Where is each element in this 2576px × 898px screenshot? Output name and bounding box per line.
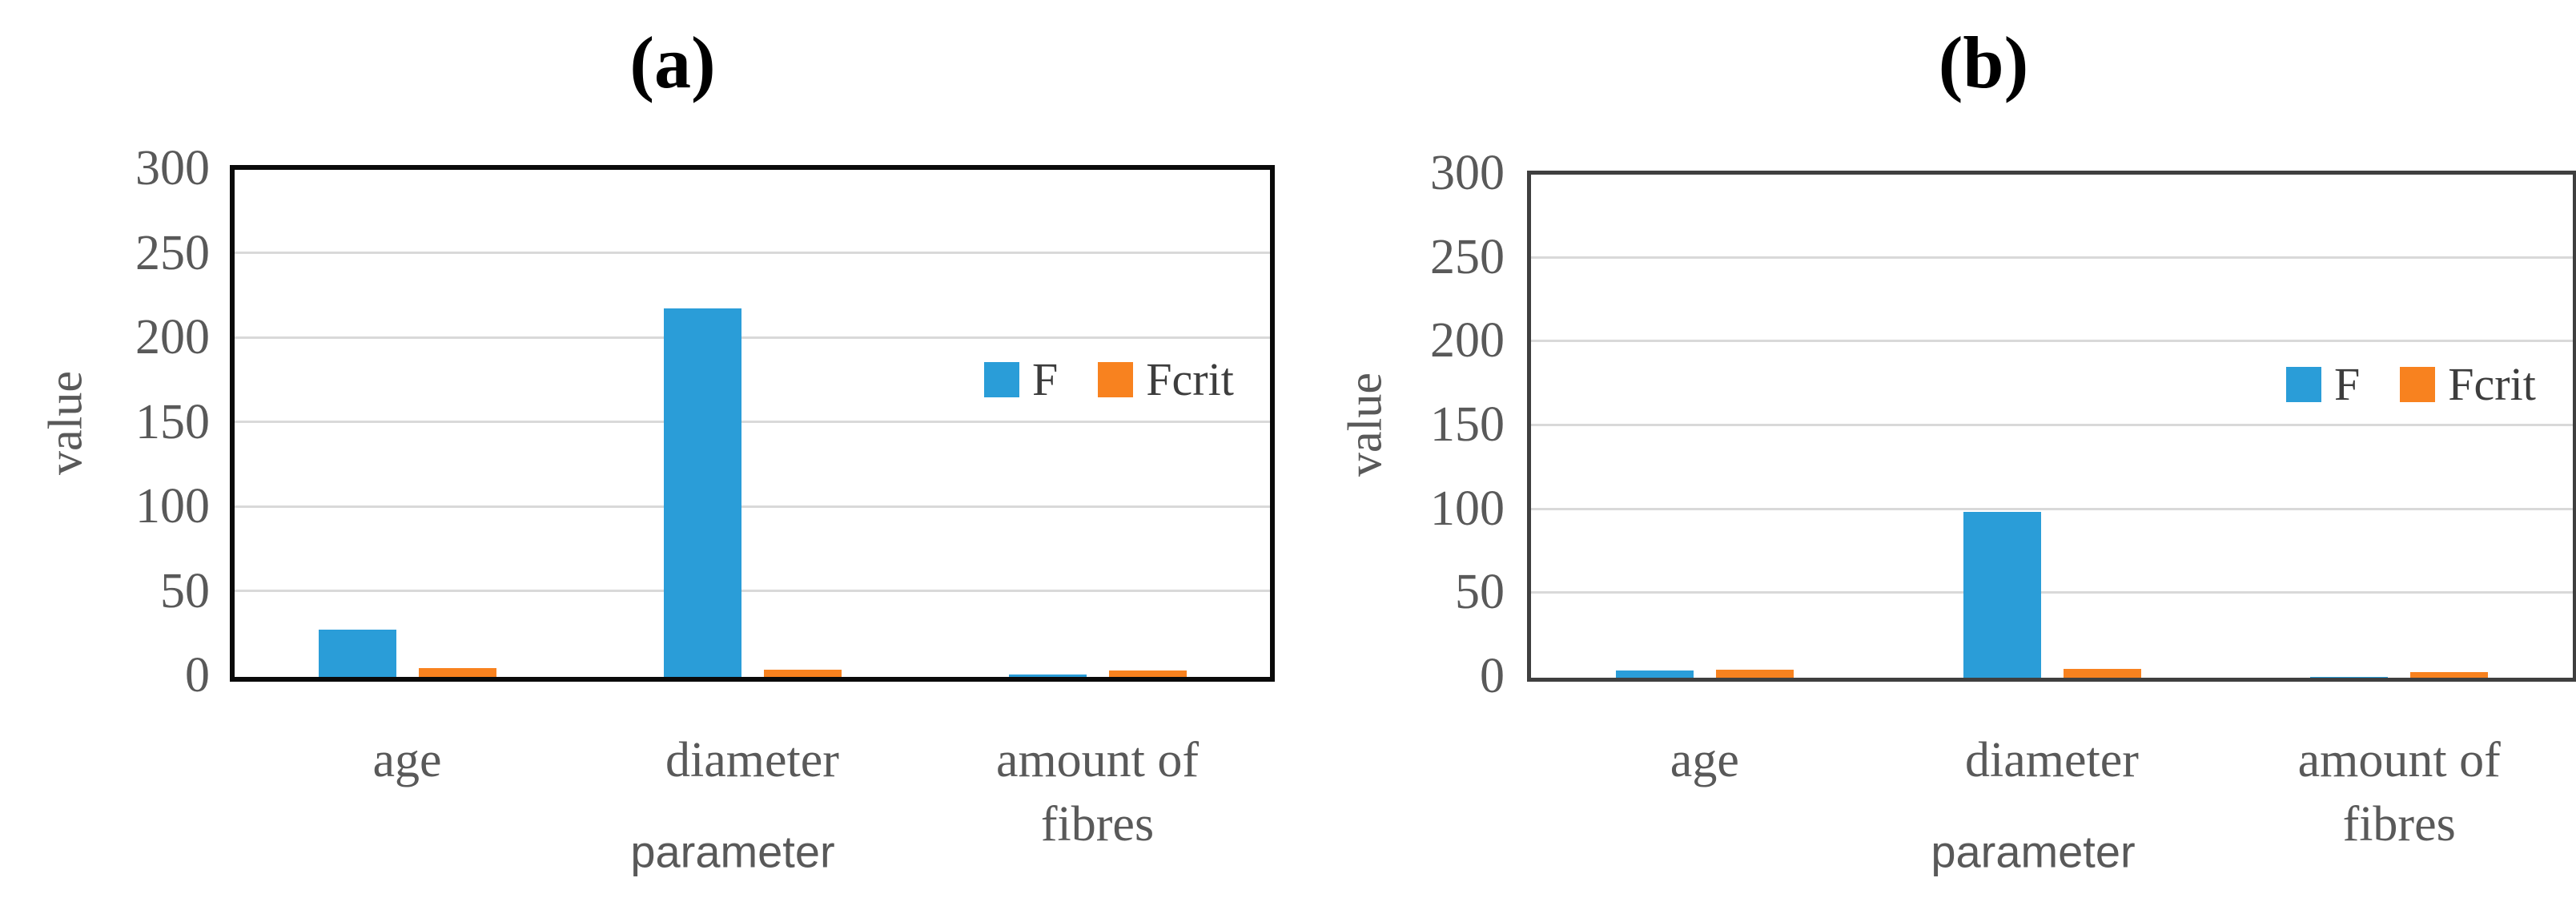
- legend-swatch-fcrit-icon: [2400, 366, 2436, 402]
- legend: F Fcrit: [984, 352, 1234, 406]
- x-category-label-age: age: [372, 733, 442, 787]
- panel-a: (a) value F Fcrit parameter 0 50 100 150 200…: [32, 13, 1320, 898]
- plot-area: F Fcrit: [1527, 171, 2576, 682]
- x-category-label-age: age: [1670, 733, 1739, 787]
- bar-f-amount-of-fibres: [2310, 677, 2388, 678]
- x-category-label-amount-of-fibres: amount of fibres: [995, 733, 1200, 852]
- bar-fcrit-diameter: [764, 670, 842, 677]
- x-category-label-diameter: diameter: [1965, 733, 2139, 787]
- y-tick-100: 100: [135, 479, 210, 534]
- gridline-150: [235, 421, 1270, 423]
- bar-f-diameter: [1963, 512, 2041, 678]
- gridline-200: [1531, 340, 2573, 342]
- x-category-label-amount-of-fibres: amount of fibres: [2297, 733, 2501, 852]
- gridline-100: [1531, 508, 2573, 510]
- y-tick-300: 300: [1430, 146, 1505, 201]
- bar-f-amount-of-fibres: [1009, 675, 1087, 677]
- gridline-250: [235, 252, 1270, 254]
- bar-f-diameter: [664, 308, 741, 677]
- legend: F Fcrit: [2286, 357, 2536, 411]
- panel-b-label: (b): [1938, 22, 2029, 103]
- gridline-50: [235, 590, 1270, 592]
- gridline-100: [235, 505, 1270, 508]
- panel-b: (b) value F Fcrit parameter 0 50 100 150 200…: [1320, 13, 2576, 898]
- legend-label-f: F: [2334, 358, 2361, 410]
- y-tick-150: 150: [1430, 397, 1505, 453]
- legend-swatch-f-icon: [2286, 366, 2321, 402]
- gridline-50: [1531, 591, 2573, 594]
- bar-f-age: [1616, 670, 1694, 678]
- y-tick-100: 100: [1430, 481, 1505, 536]
- y-tick-150: 150: [135, 394, 210, 449]
- gridline-150: [1531, 424, 2573, 426]
- y-tick-200: 200: [1430, 313, 1505, 368]
- bar-fcrit-age: [1716, 670, 1794, 678]
- x-category-label-diameter: diameter: [665, 733, 839, 787]
- legend-item-fcrit: Fcrit: [1098, 352, 1234, 406]
- legend-swatch-f-icon: [984, 361, 1019, 397]
- bar-fcrit-age: [419, 668, 496, 677]
- legend-label-fcrit: Fcrit: [2448, 358, 2536, 410]
- panel-a-label: (a): [629, 22, 716, 103]
- gridline-200: [235, 336, 1270, 339]
- plot-area: F Fcrit: [230, 165, 1275, 682]
- y-tick-0: 0: [185, 648, 210, 703]
- bar-fcrit-amount-of-fibres: [1109, 670, 1187, 677]
- y-tick-250: 250: [135, 225, 210, 280]
- legend-label-fcrit: Fcrit: [1146, 353, 1234, 405]
- y-tick-200: 200: [135, 310, 210, 365]
- legend-item-f: F: [984, 352, 1058, 406]
- bar-fcrit-diameter: [2064, 669, 2141, 678]
- legend-item-fcrit: Fcrit: [2400, 357, 2536, 411]
- y-tick-250: 250: [1430, 229, 1505, 284]
- x-axis-title: parameter: [630, 826, 835, 877]
- x-axis-title: parameter: [1931, 826, 2136, 877]
- y-tick-0: 0: [1480, 649, 1505, 704]
- legend-label-f: F: [1032, 353, 1059, 405]
- y-tick-50: 50: [160, 563, 210, 618]
- y-tick-50: 50: [1455, 565, 1505, 620]
- bar-f-age: [319, 630, 396, 677]
- legend-item-f: F: [2286, 357, 2360, 411]
- legend-swatch-fcrit-icon: [1098, 361, 1134, 397]
- gridline-250: [1531, 256, 2573, 259]
- bar-fcrit-amount-of-fibres: [2410, 672, 2488, 678]
- y-tick-300: 300: [135, 141, 210, 196]
